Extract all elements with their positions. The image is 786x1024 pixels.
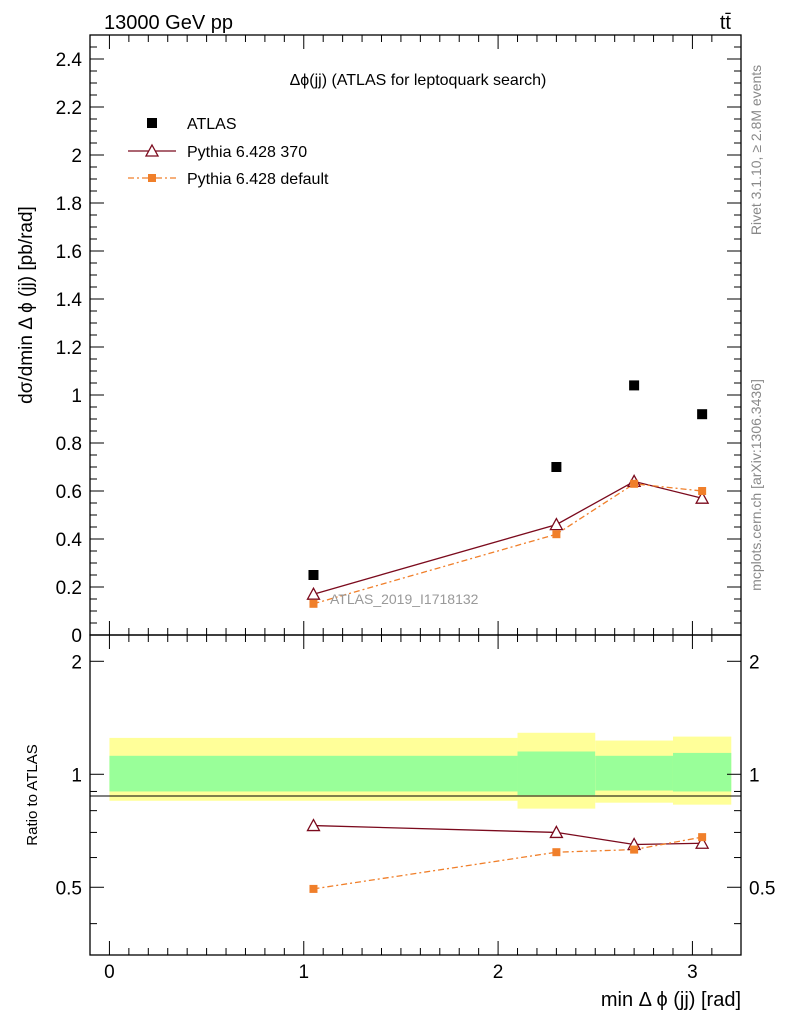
band-inner-2 [595,755,673,791]
ratio-tick-label: 2 [71,652,82,673]
point-pythia-6-428-370 [695,490,710,504]
point-atlas [697,409,708,420]
y-tick-label: 0.6 [56,482,82,503]
ratio-tick-label: 0.5 [56,878,82,899]
x-axis-label: min Δ ϕ (jj) [rad] [601,989,741,1011]
y-tick-label: 0.8 [56,434,82,455]
y-tick-label: 0.4 [56,530,83,551]
ratio-point-pythia-6-428-default [698,833,707,842]
energy-label: 13000 GeV pp [104,12,233,34]
ratio-tick-label-right: 0.5 [749,878,775,899]
point-atlas [308,570,319,580]
point-pythia-6-428-370 [549,517,564,531]
y-tick-label: 1.4 [56,290,83,311]
y-tick-label: 0.2 [56,578,82,599]
legend-label-pythia-default: Pythia 6.428 default [187,171,329,188]
band-inner-3 [672,752,732,792]
ratio-plot-frame [89,634,742,956]
ratio-point-pythia-6-428-default [552,848,561,857]
chart-title: Δϕ(jj) (ATLAS for leptoquark search) [290,72,547,89]
mcplots-label: mcplots.cern.ch [arXiv:1306.3436] [748,379,764,591]
legend-label-atlas: ATLAS [187,116,237,133]
line-ratio-pythia-6-428-default [313,836,703,890]
point-atlas [629,380,640,391]
band-inner-1 [517,751,596,796]
point-pythia-6-428-default [309,599,318,608]
y-tick-label: 2.4 [56,50,83,71]
legend: ATLAS Pythia 6.428 370 Pythia 6.428 defa… [128,116,329,188]
axis-ticks: 0 0.2 0.4 0.6 0.8 1 1.2 1.4 1.6 1.8 2 2.2 2.4 0 1 2 3 0.5… [56,34,775,983]
x-tick-label: 1 [298,962,309,983]
legend-marker-pythia-370 [144,143,160,157]
y-tick-label: 0 [71,626,82,647]
y-tick-label: 1.8 [56,194,82,215]
process-label: tt̄ [720,12,732,34]
ratio-point-pythia-6-428-370 [549,825,564,839]
y-tick-label: 1.6 [56,242,82,263]
y-axis-label: dσ/dmin Δ ϕ (jj) [pb/rad] [16,206,37,404]
legend-marker-atlas [147,118,157,128]
line-main-pythia-6-428-370 [313,480,703,595]
x-tick-label: 2 [493,962,504,983]
ratio-point-pythia-6-428-370 [306,818,321,832]
y-tick-label: 1 [71,386,82,407]
point-pythia-6-428-default [552,530,561,539]
y-tick-label: 2.2 [56,98,82,119]
ratio-axis-label: Ratio to ATLAS [24,744,41,845]
ratio-tick-label-right: 1 [749,765,760,786]
legend-label-pythia-370: Pythia 6.428 370 [187,144,307,161]
analysis-watermark: ATLAS_2019_I1718132 [330,591,479,607]
data-markers [306,380,710,893]
ratio-point-pythia-6-428-default [630,845,639,854]
y-tick-label: 2 [71,146,82,167]
ratio-point-pythia-6-428-default [309,884,318,893]
line-main-pythia-6-428-default [313,483,703,605]
ratio-point-pythia-6-428-370 [695,835,710,849]
series-lines [313,480,703,890]
ratio-tick-label: 1 [71,765,82,786]
band-inner-0 [109,755,518,792]
point-atlas [551,462,562,472]
legend-marker-pythia-default [148,174,156,182]
x-tick-label: 0 [104,962,115,983]
ratio-tick-label-right: 2 [749,652,760,673]
point-pythia-6-428-default [630,479,639,488]
point-pythia-6-428-370 [306,586,321,600]
line-ratio-pythia-6-428-370 [313,824,703,846]
rivet-version-label: Rivet 3.1.10, ≥ 2.8M events [748,65,764,235]
uncertainty-bands [109,732,732,809]
point-pythia-6-428-default [698,487,707,495]
x-tick-label: 3 [687,962,698,983]
y-tick-label: 1.2 [56,338,82,359]
